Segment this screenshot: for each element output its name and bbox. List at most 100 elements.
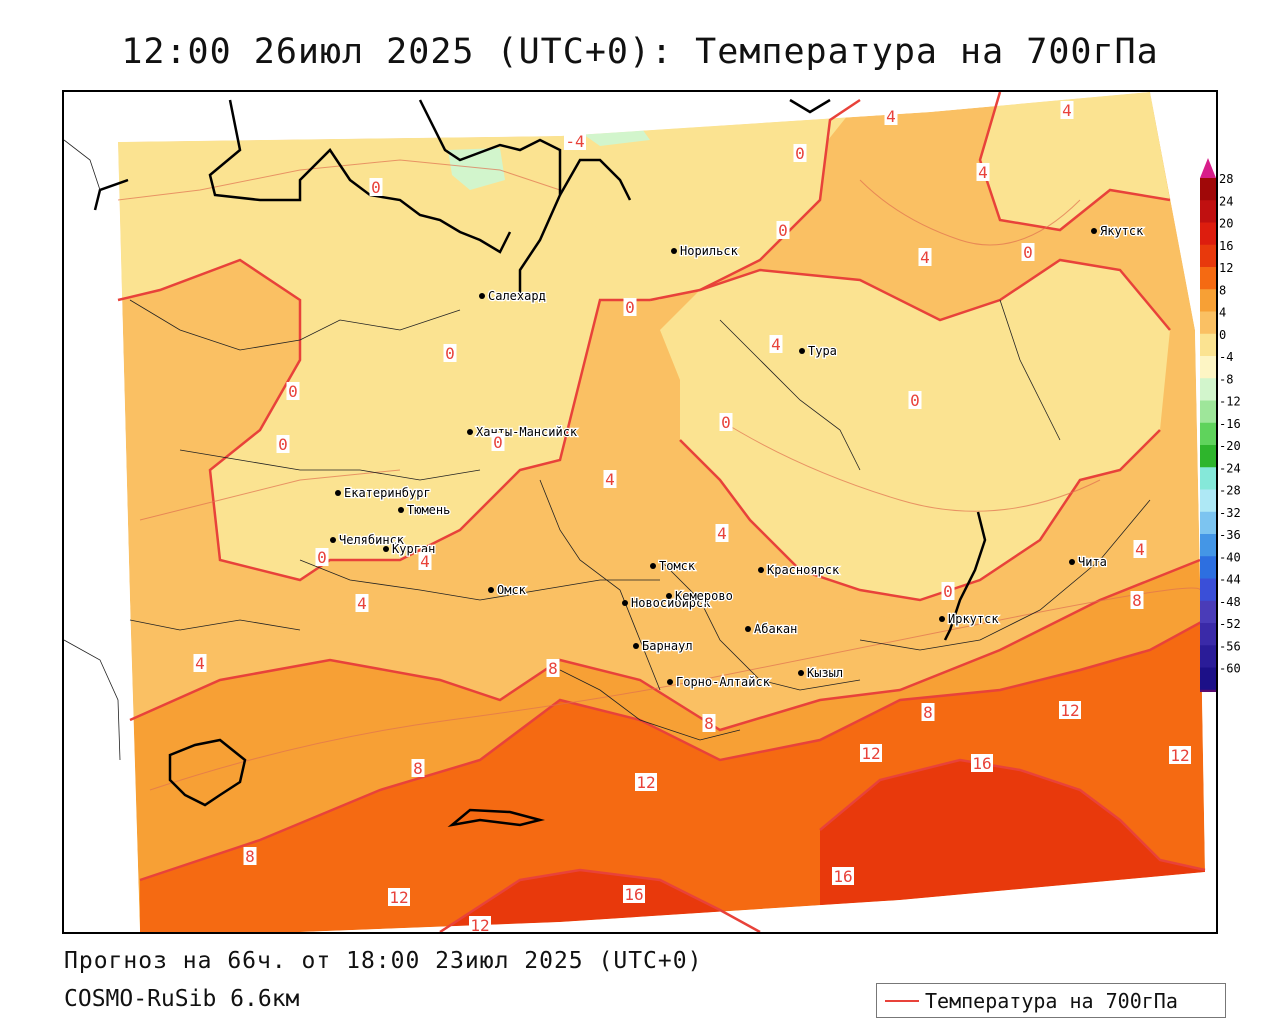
- contour-label-text: 12: [636, 773, 655, 792]
- contour-label: 4: [418, 552, 432, 571]
- contour-label-text: 0: [278, 435, 288, 454]
- contour-label: 0: [443, 344, 457, 363]
- contour-label-bg: [1133, 540, 1147, 558]
- contour-label-bg: [793, 144, 807, 162]
- zone-0-4-central: [118, 136, 690, 580]
- colorbar-tick: 0: [1219, 328, 1226, 342]
- city-marker: [667, 679, 673, 685]
- colorbar-cell: [1200, 289, 1216, 312]
- contour-label: 0: [793, 144, 807, 163]
- city-marker: [398, 507, 404, 513]
- city-19: Горно-Алтайск: [667, 674, 772, 690]
- colorbar-tick: -28: [1219, 484, 1241, 498]
- colorbar-cell: [1200, 667, 1216, 691]
- contour-label-bg: [388, 888, 410, 906]
- contour-label-bg: [546, 659, 560, 677]
- colorbar-cell: [1200, 222, 1216, 246]
- contour-label-bg: [623, 885, 645, 903]
- colorbar-tick: -40: [1219, 550, 1241, 564]
- contour-label: 4: [715, 524, 729, 543]
- contour-label-bg: [243, 847, 257, 865]
- contour-label-bg: [603, 470, 617, 488]
- contour-label: 4: [884, 107, 898, 126]
- city-label: Кемерово: [675, 589, 733, 603]
- contour-label: 0: [315, 548, 329, 567]
- city-label: Барнаул: [642, 639, 693, 653]
- colorbar-cell: [1200, 556, 1216, 579]
- colorbar-cell: [1200, 400, 1216, 424]
- city-label: Норильск: [680, 244, 739, 258]
- contour-label-bg: [1130, 591, 1144, 609]
- colorbar-tick: -12: [1219, 395, 1241, 409]
- colorbar-tick: 12: [1219, 261, 1233, 275]
- contour-label-bg: [276, 435, 290, 453]
- colorbar-cell: [1200, 267, 1216, 290]
- contour-label-text: 0: [943, 582, 953, 601]
- contour-label-text: 0: [288, 382, 298, 401]
- contour-label-bg: [315, 548, 329, 566]
- contour-label: 4: [769, 335, 783, 354]
- contour-label-text: 0: [371, 178, 381, 197]
- colorbar-cell: [1200, 244, 1216, 268]
- contour-label-text: 0: [445, 344, 455, 363]
- contour-label-text: 4: [605, 470, 615, 489]
- colorbar-tick: -36: [1219, 528, 1241, 542]
- city-marker: [479, 293, 485, 299]
- boundaries: [64, 139, 1151, 761]
- city-marker: [330, 537, 336, 543]
- contour-label: 16: [832, 867, 854, 886]
- city-marker: [671, 248, 677, 254]
- city-label: Тюмень: [407, 503, 450, 517]
- city-marker: [1091, 228, 1097, 234]
- contour-label-text: 4: [920, 248, 930, 267]
- colorbar-tick: 4: [1219, 306, 1226, 320]
- contour-label-bg: [623, 298, 637, 316]
- contour-label-text: 4: [771, 335, 781, 354]
- contour-label: 4: [603, 470, 617, 489]
- contour-label: 0: [491, 433, 505, 452]
- colorbar-tick: -4: [1219, 350, 1233, 364]
- contour-label-text: 16: [624, 885, 643, 904]
- contour-label-text: -4: [565, 132, 584, 151]
- city-marker: [488, 587, 494, 593]
- contour-label-bg: [715, 524, 729, 542]
- colorbar-cell: [1200, 534, 1216, 557]
- city-label: Иркутск: [948, 612, 999, 626]
- contour-label-text: 8: [548, 659, 558, 678]
- legend-line-swatch: [885, 1000, 919, 1002]
- contour-label-bg: [469, 916, 491, 932]
- temperature-map[interactable]: Якутск Норильск Салехард Тура Ханты-Мансийск…: [62, 90, 1218, 934]
- contour-label-text: 16: [972, 754, 991, 773]
- contour-label-text: 12: [1170, 746, 1189, 765]
- colorbar-tick: -32: [1219, 506, 1241, 520]
- city-label: Чита: [1078, 555, 1107, 569]
- city-marker: [745, 626, 751, 632]
- contour-label: 0: [369, 178, 383, 197]
- contour-label-text: 0: [778, 221, 788, 240]
- contour-label-bg: [355, 594, 369, 612]
- city-label: Тура: [808, 344, 837, 358]
- contour-label-layer: -4 4 4 0 4 0 0 0 4 0 4 0 0 0 0 0 0 4 4 4 0 4 0 8 4 4 8 8 12 8 12 12 16 8 1…: [193, 101, 1191, 932]
- contour-label: 4: [976, 163, 990, 182]
- contour-label: 0: [719, 413, 733, 432]
- isotherms: [117, 92, 1206, 932]
- contour-label-bg: [411, 759, 425, 777]
- contour-label-bg: [976, 163, 990, 181]
- contour-label-text: 8: [413, 759, 423, 778]
- city-14: Кемерово: [666, 588, 734, 604]
- zone-0-4-east: [660, 260, 1170, 600]
- city-9: Томск: [650, 558, 697, 574]
- contour-label-text: 8: [1132, 591, 1142, 610]
- contour-label: 8: [243, 847, 257, 866]
- legend-label: Температура на 700гПа: [925, 989, 1178, 1013]
- contour-label-bg: [918, 248, 932, 266]
- colorbar-cell: [1200, 467, 1216, 490]
- city-17: Барнаул: [633, 638, 694, 654]
- colorbar-arrow-top: [1200, 158, 1216, 178]
- contour-label: 0: [276, 435, 290, 454]
- contour-label-text: 8: [245, 847, 255, 866]
- colorbar-tick: -44: [1219, 573, 1241, 587]
- contour-label: 0: [941, 582, 955, 601]
- colorbar-cell: [1200, 645, 1216, 668]
- contour-label: 12: [388, 888, 410, 907]
